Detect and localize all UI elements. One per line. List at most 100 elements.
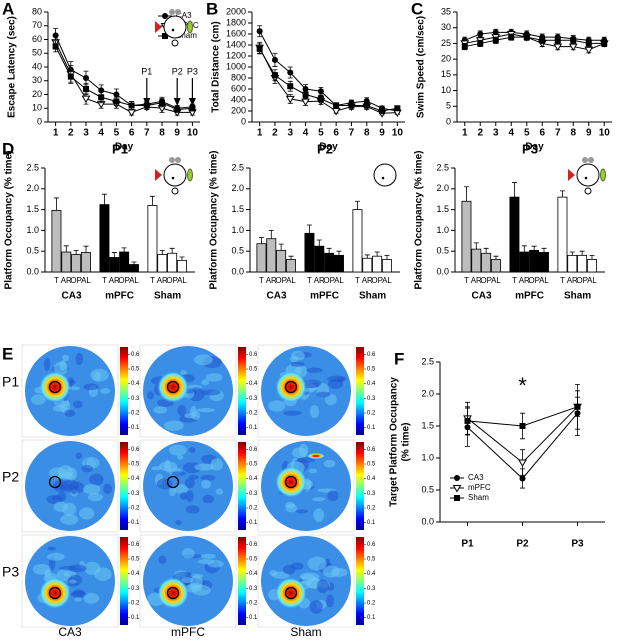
y-axis-label: Platform Occupancy (% time)	[209, 151, 220, 290]
error-bar	[131, 261, 137, 265]
colorbar-tick-label: 0.1	[249, 520, 258, 526]
heatmap-patch	[201, 479, 211, 489]
heatmap-patch	[72, 400, 83, 409]
category-label: T	[464, 276, 469, 285]
colorbar-tick-label: 0.2	[249, 411, 258, 417]
heatmap-patch	[94, 567, 112, 581]
row-label: P1	[2, 374, 19, 390]
category-label: AL	[491, 276, 501, 285]
x-tick-label: 9	[379, 128, 385, 139]
maze-cue	[155, 21, 162, 33]
category-label: T	[307, 276, 312, 285]
bar	[471, 248, 482, 273]
heatmap-patch	[327, 375, 347, 383]
maze-cue	[171, 187, 179, 195]
marker	[519, 423, 526, 429]
marker	[301, 98, 310, 107]
heatmap-patch	[69, 579, 77, 584]
x-tick-label: 4	[98, 128, 104, 139]
panel-label: D	[2, 139, 14, 158]
heatmap-patch	[52, 480, 69, 492]
error-bar	[121, 247, 127, 253]
bar	[256, 243, 267, 273]
marker	[379, 108, 386, 114]
colorbar-tick-label: 0.4	[367, 571, 376, 577]
annotation-arrow-head	[173, 98, 181, 106]
heatmap-patch	[316, 391, 331, 398]
target-platform	[284, 586, 298, 600]
heatmap-patch	[312, 497, 326, 502]
heatmap-patch	[210, 458, 224, 471]
x-tick-label: 7	[555, 128, 561, 139]
marker	[585, 40, 592, 47]
target-platform	[284, 475, 298, 489]
y-tick-label: 30	[441, 22, 451, 32]
heatmap-hotspot	[275, 577, 307, 609]
marker	[302, 91, 309, 98]
maze-cue	[568, 169, 575, 181]
bar	[529, 249, 540, 273]
marker	[394, 105, 401, 112]
bar	[51, 210, 62, 273]
y-tick-label: 1600	[226, 28, 246, 38]
y-tick-label: 400	[231, 94, 246, 104]
annotation: P1	[141, 66, 152, 76]
target-platform	[48, 380, 62, 394]
heatmap-patch	[83, 592, 100, 604]
heatmap-patch	[81, 464, 93, 473]
y-tick-label: 1.0	[231, 225, 244, 235]
heatmap-patch	[201, 379, 210, 386]
colorbar-tick-label: 0.3	[367, 586, 376, 592]
error-bar	[569, 251, 575, 256]
heatmap-patch	[309, 599, 323, 614]
heatmap-patch	[180, 369, 187, 376]
marker	[256, 28, 263, 35]
heatmap-patch	[70, 485, 78, 495]
maze-cue	[187, 20, 193, 34]
heatmap-patch	[215, 488, 224, 495]
colorbar-tick-label: 0.3	[131, 586, 140, 592]
category-label: OP	[166, 276, 178, 285]
bar	[334, 254, 344, 273]
colorbar-tick-label: 0.4	[249, 381, 258, 387]
heatmap-patch	[283, 410, 302, 416]
y-tick-label: 1.5	[26, 204, 39, 214]
heatmap-patch	[316, 579, 330, 594]
panel-label: A	[2, 0, 14, 18]
colorbar-tick-label: 0.2	[367, 506, 376, 512]
target-platform	[166, 380, 180, 394]
colorbar	[120, 347, 128, 435]
heatmap-hotspot	[307, 453, 325, 459]
error-bar	[149, 195, 155, 206]
y-axis-label: Swim Speed (cm/sec)	[416, 16, 427, 118]
category-label: AR	[109, 276, 120, 285]
colorbar-tick-label: 0.6	[367, 542, 376, 548]
x-tick-label: 6	[129, 128, 135, 139]
marker	[601, 40, 608, 47]
category-label: T	[560, 276, 565, 285]
marker	[52, 43, 59, 50]
x-tick-label: 6	[539, 128, 545, 139]
heatmap-patch	[181, 548, 195, 559]
error-bar	[159, 249, 165, 255]
marker	[454, 475, 460, 481]
x-tick-label: 4	[303, 128, 309, 139]
series-line	[464, 36, 605, 48]
marker	[81, 95, 91, 104]
category-label: AR	[519, 276, 530, 285]
error-bar	[531, 245, 537, 251]
heatmap-patch	[169, 486, 176, 497]
category-label: OP	[371, 276, 383, 285]
y-tick-label: 0.0	[421, 516, 434, 526]
group-label: mPFC	[515, 291, 544, 302]
x-tick-label: 7	[144, 128, 150, 139]
x-tick-label: 10	[392, 128, 404, 139]
series-line	[259, 47, 398, 114]
maze-cue	[171, 39, 179, 47]
bar	[567, 254, 578, 273]
colorbar-tick-label: 0.3	[367, 396, 376, 402]
heatmap-patch	[156, 478, 173, 490]
heatmap-patch	[63, 571, 70, 577]
marker	[67, 73, 74, 80]
